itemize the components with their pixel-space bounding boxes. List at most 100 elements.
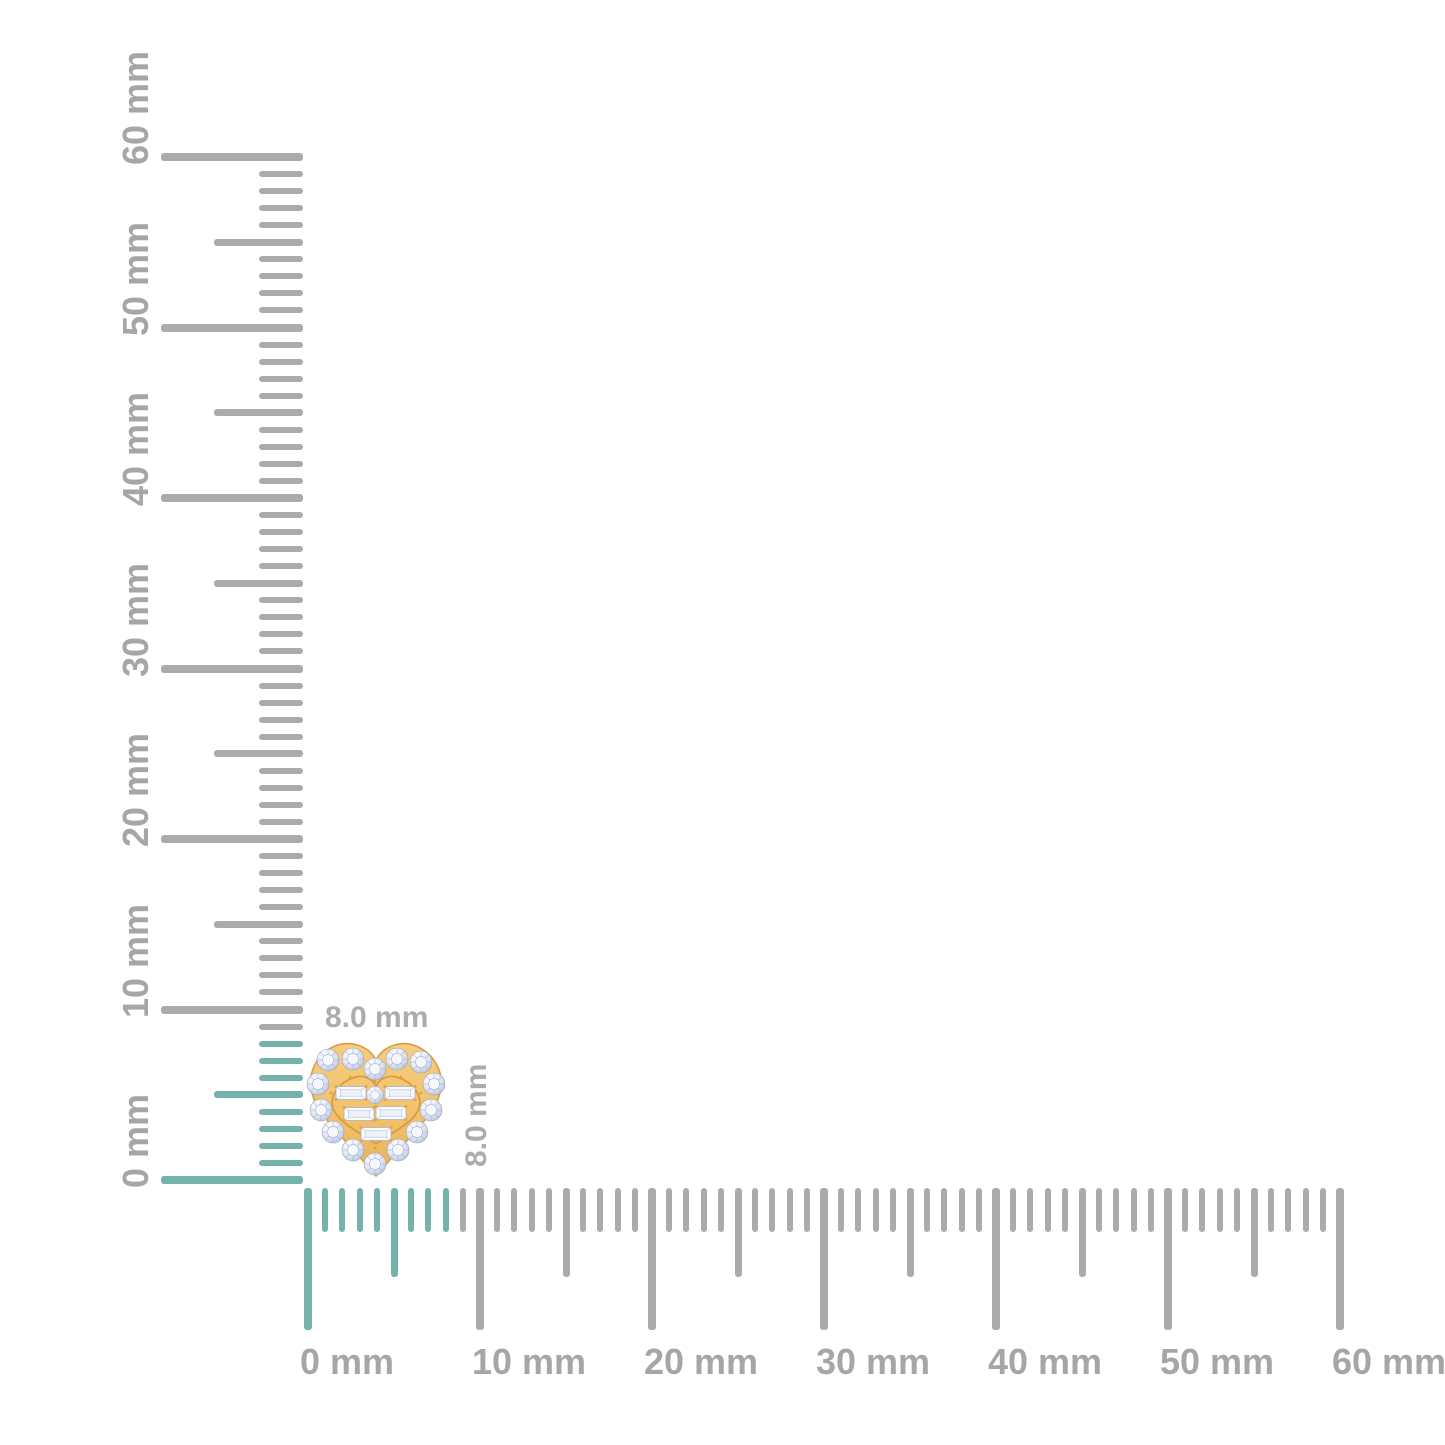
horizontal-minor-tick [924, 1188, 931, 1232]
vertical-minor-tick [259, 1108, 303, 1115]
vertical-minor-tick [259, 188, 303, 195]
vertical-minor-tick [259, 597, 303, 604]
vertical-minor-tick [259, 972, 303, 979]
vertical-major-tick [161, 835, 303, 843]
horizontal-minor-tick [1302, 1188, 1309, 1232]
horizontal-minor-tick [442, 1188, 449, 1232]
horizontal-minor-tick [1199, 1188, 1206, 1232]
vertical-minor-tick [259, 733, 303, 740]
vertical-major-tick [161, 494, 303, 502]
vertical-minor-tick [259, 375, 303, 382]
horizontal-minor-tick [769, 1188, 776, 1232]
horizontal-minor-tick [1027, 1188, 1034, 1232]
vertical-minor-tick [259, 290, 303, 297]
vertical-minor-tick [259, 682, 303, 689]
horizontal-minor-tick [666, 1188, 673, 1232]
vertical-minor-tick [259, 716, 303, 723]
vertical-minor-tick [259, 699, 303, 706]
vertical-minor-tick [259, 443, 303, 450]
heart-pendant-image [306, 1042, 446, 1177]
horizontal-major-tick [476, 1188, 484, 1330]
horizontal-minor-tick [1233, 1188, 1240, 1232]
horizontal-ruler-label: 40 mm [988, 1341, 1103, 1382]
vertical-minor-tick [259, 989, 303, 996]
horizontal-ruler-label: 20 mm [644, 1341, 759, 1382]
vertical-ruler-label: 30 mm [115, 562, 156, 677]
horizontal-minor-tick [1216, 1188, 1223, 1232]
vertical-minor-tick [259, 341, 303, 348]
horizontal-minor-tick [855, 1188, 862, 1232]
vertical-minor-tick [259, 955, 303, 962]
vertical-major-tick [161, 1176, 303, 1184]
horizontal-minor-tick [408, 1188, 415, 1232]
vertical-minor-tick [259, 801, 303, 808]
vertical-minor-tick [259, 392, 303, 399]
vertical-minor-tick [259, 1040, 303, 1047]
vertical-minor-tick [259, 818, 303, 825]
horizontal-minor-tick [1010, 1188, 1017, 1232]
horizontal-minor-tick [494, 1188, 501, 1232]
horizontal-minor-tick [1182, 1188, 1189, 1232]
horizontal-minor-tick [1319, 1188, 1326, 1232]
horizontal-minor-tick [373, 1188, 380, 1232]
item-height-label: 8.0 mm [460, 1063, 493, 1167]
vertical-half-tick [214, 750, 303, 758]
horizontal-major-tick [1164, 1188, 1172, 1330]
vertical-major-tick [161, 664, 303, 673]
vertical-minor-tick [259, 767, 303, 774]
horizontal-minor-tick [356, 1188, 363, 1232]
vertical-minor-tick [259, 784, 303, 791]
vertical-minor-tick [259, 205, 303, 212]
vertical-minor-tick [259, 870, 303, 877]
vertical-ruler-label: 60 mm [115, 50, 156, 165]
vertical-ruler-label: 10 mm [115, 903, 156, 1018]
horizontal-minor-tick [597, 1188, 604, 1232]
vertical-half-tick [214, 238, 303, 246]
vertical-major-tick [161, 1005, 303, 1014]
vertical-minor-tick [259, 648, 303, 655]
horizontal-minor-tick [700, 1188, 707, 1232]
vertical-half-tick [214, 409, 303, 417]
horizontal-minor-tick [889, 1188, 896, 1232]
horizontal-minor-tick [683, 1188, 690, 1232]
vertical-minor-tick [259, 614, 303, 621]
horizontal-minor-tick [322, 1188, 329, 1232]
horizontal-major-tick [820, 1188, 828, 1330]
vertical-minor-tick [259, 853, 303, 860]
vertical-minor-tick [259, 460, 303, 467]
horizontal-major-tick [1336, 1188, 1344, 1330]
horizontal-half-tick [1250, 1188, 1258, 1277]
horizontal-minor-tick [580, 1188, 587, 1232]
horizontal-minor-tick [631, 1188, 638, 1232]
horizontal-minor-tick [1044, 1188, 1051, 1232]
item-width-label: 8.0 mm [325, 1001, 429, 1034]
vertical-minor-tick [259, 171, 303, 178]
horizontal-minor-tick [614, 1188, 621, 1232]
vertical-minor-tick [259, 273, 303, 280]
horizontal-half-tick [906, 1188, 914, 1277]
vertical-minor-tick [259, 1023, 303, 1030]
horizontal-ruler-label: 0 mm [300, 1341, 395, 1382]
inner-heart-outline [331, 1075, 421, 1146]
vertical-half-tick [214, 1091, 303, 1099]
vertical-minor-tick [259, 938, 303, 945]
vertical-minor-tick [259, 477, 303, 484]
vertical-minor-tick [259, 529, 303, 536]
horizontal-ruler-label: 10 mm [472, 1341, 587, 1382]
vertical-minor-tick [259, 904, 303, 911]
horizontal-ruler-label: 30 mm [816, 1341, 931, 1382]
horizontal-minor-tick [1061, 1188, 1068, 1232]
vertical-minor-tick [259, 631, 303, 638]
vertical-minor-tick [259, 1057, 303, 1064]
horizontal-minor-tick [1285, 1188, 1292, 1232]
horizontal-minor-tick [545, 1188, 552, 1232]
vertical-minor-tick [259, 1125, 303, 1132]
vertical-minor-tick [259, 1074, 303, 1081]
horizontal-minor-tick [339, 1188, 346, 1232]
horizontal-major-tick [648, 1188, 656, 1330]
horizontal-minor-tick [1147, 1188, 1154, 1232]
vertical-ruler-label: 0 mm [115, 1093, 156, 1188]
horizontal-ruler-label: 60 mm [1332, 1341, 1445, 1382]
horizontal-minor-tick [958, 1188, 965, 1232]
